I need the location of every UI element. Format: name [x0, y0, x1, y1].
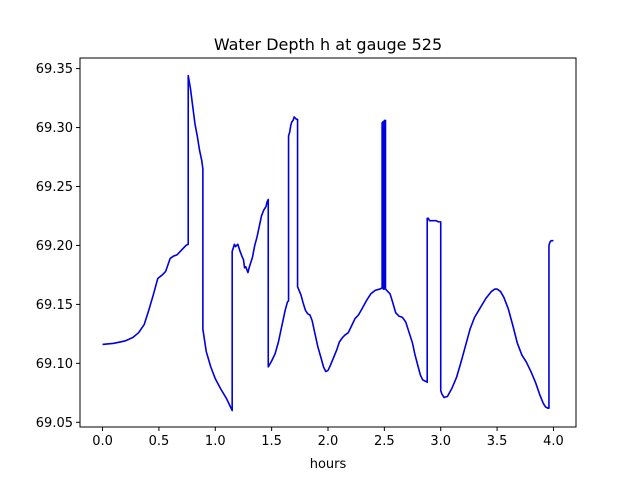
x-tick-label: 1.0 — [205, 434, 226, 449]
y-tick-label: 69.25 — [36, 180, 73, 195]
x-tick-label: 1.5 — [261, 434, 282, 449]
x-tick-label: 3.5 — [487, 434, 508, 449]
x-tick-label: 0.5 — [149, 434, 170, 449]
y-tick-label: 69.35 — [36, 62, 73, 77]
y-tick-label: 69.05 — [36, 416, 73, 431]
x-tick-label: 3.0 — [430, 434, 451, 449]
x-tick-label: 4.0 — [543, 434, 564, 449]
y-tick-label: 69.30 — [36, 121, 73, 136]
plot-area: 0.0 0.5 1.0 1.5 2.0 2.5 3.0 3.5 4.0 69.05 69.10 69.… — [36, 57, 577, 449]
y-tick-label: 69.15 — [36, 298, 73, 313]
series-line-0 — [102, 74, 554, 412]
x-tick-label: 2.5 — [374, 434, 395, 449]
y-tick-label: 69.10 — [36, 357, 73, 372]
x-axis-title: hours — [310, 457, 347, 472]
y-tick-label: 69.20 — [36, 239, 73, 254]
chart-title: Water Depth h at gauge 525 — [214, 35, 442, 54]
x-tick-label: 0.0 — [92, 434, 113, 449]
x-tick-label: 2.0 — [318, 434, 339, 449]
